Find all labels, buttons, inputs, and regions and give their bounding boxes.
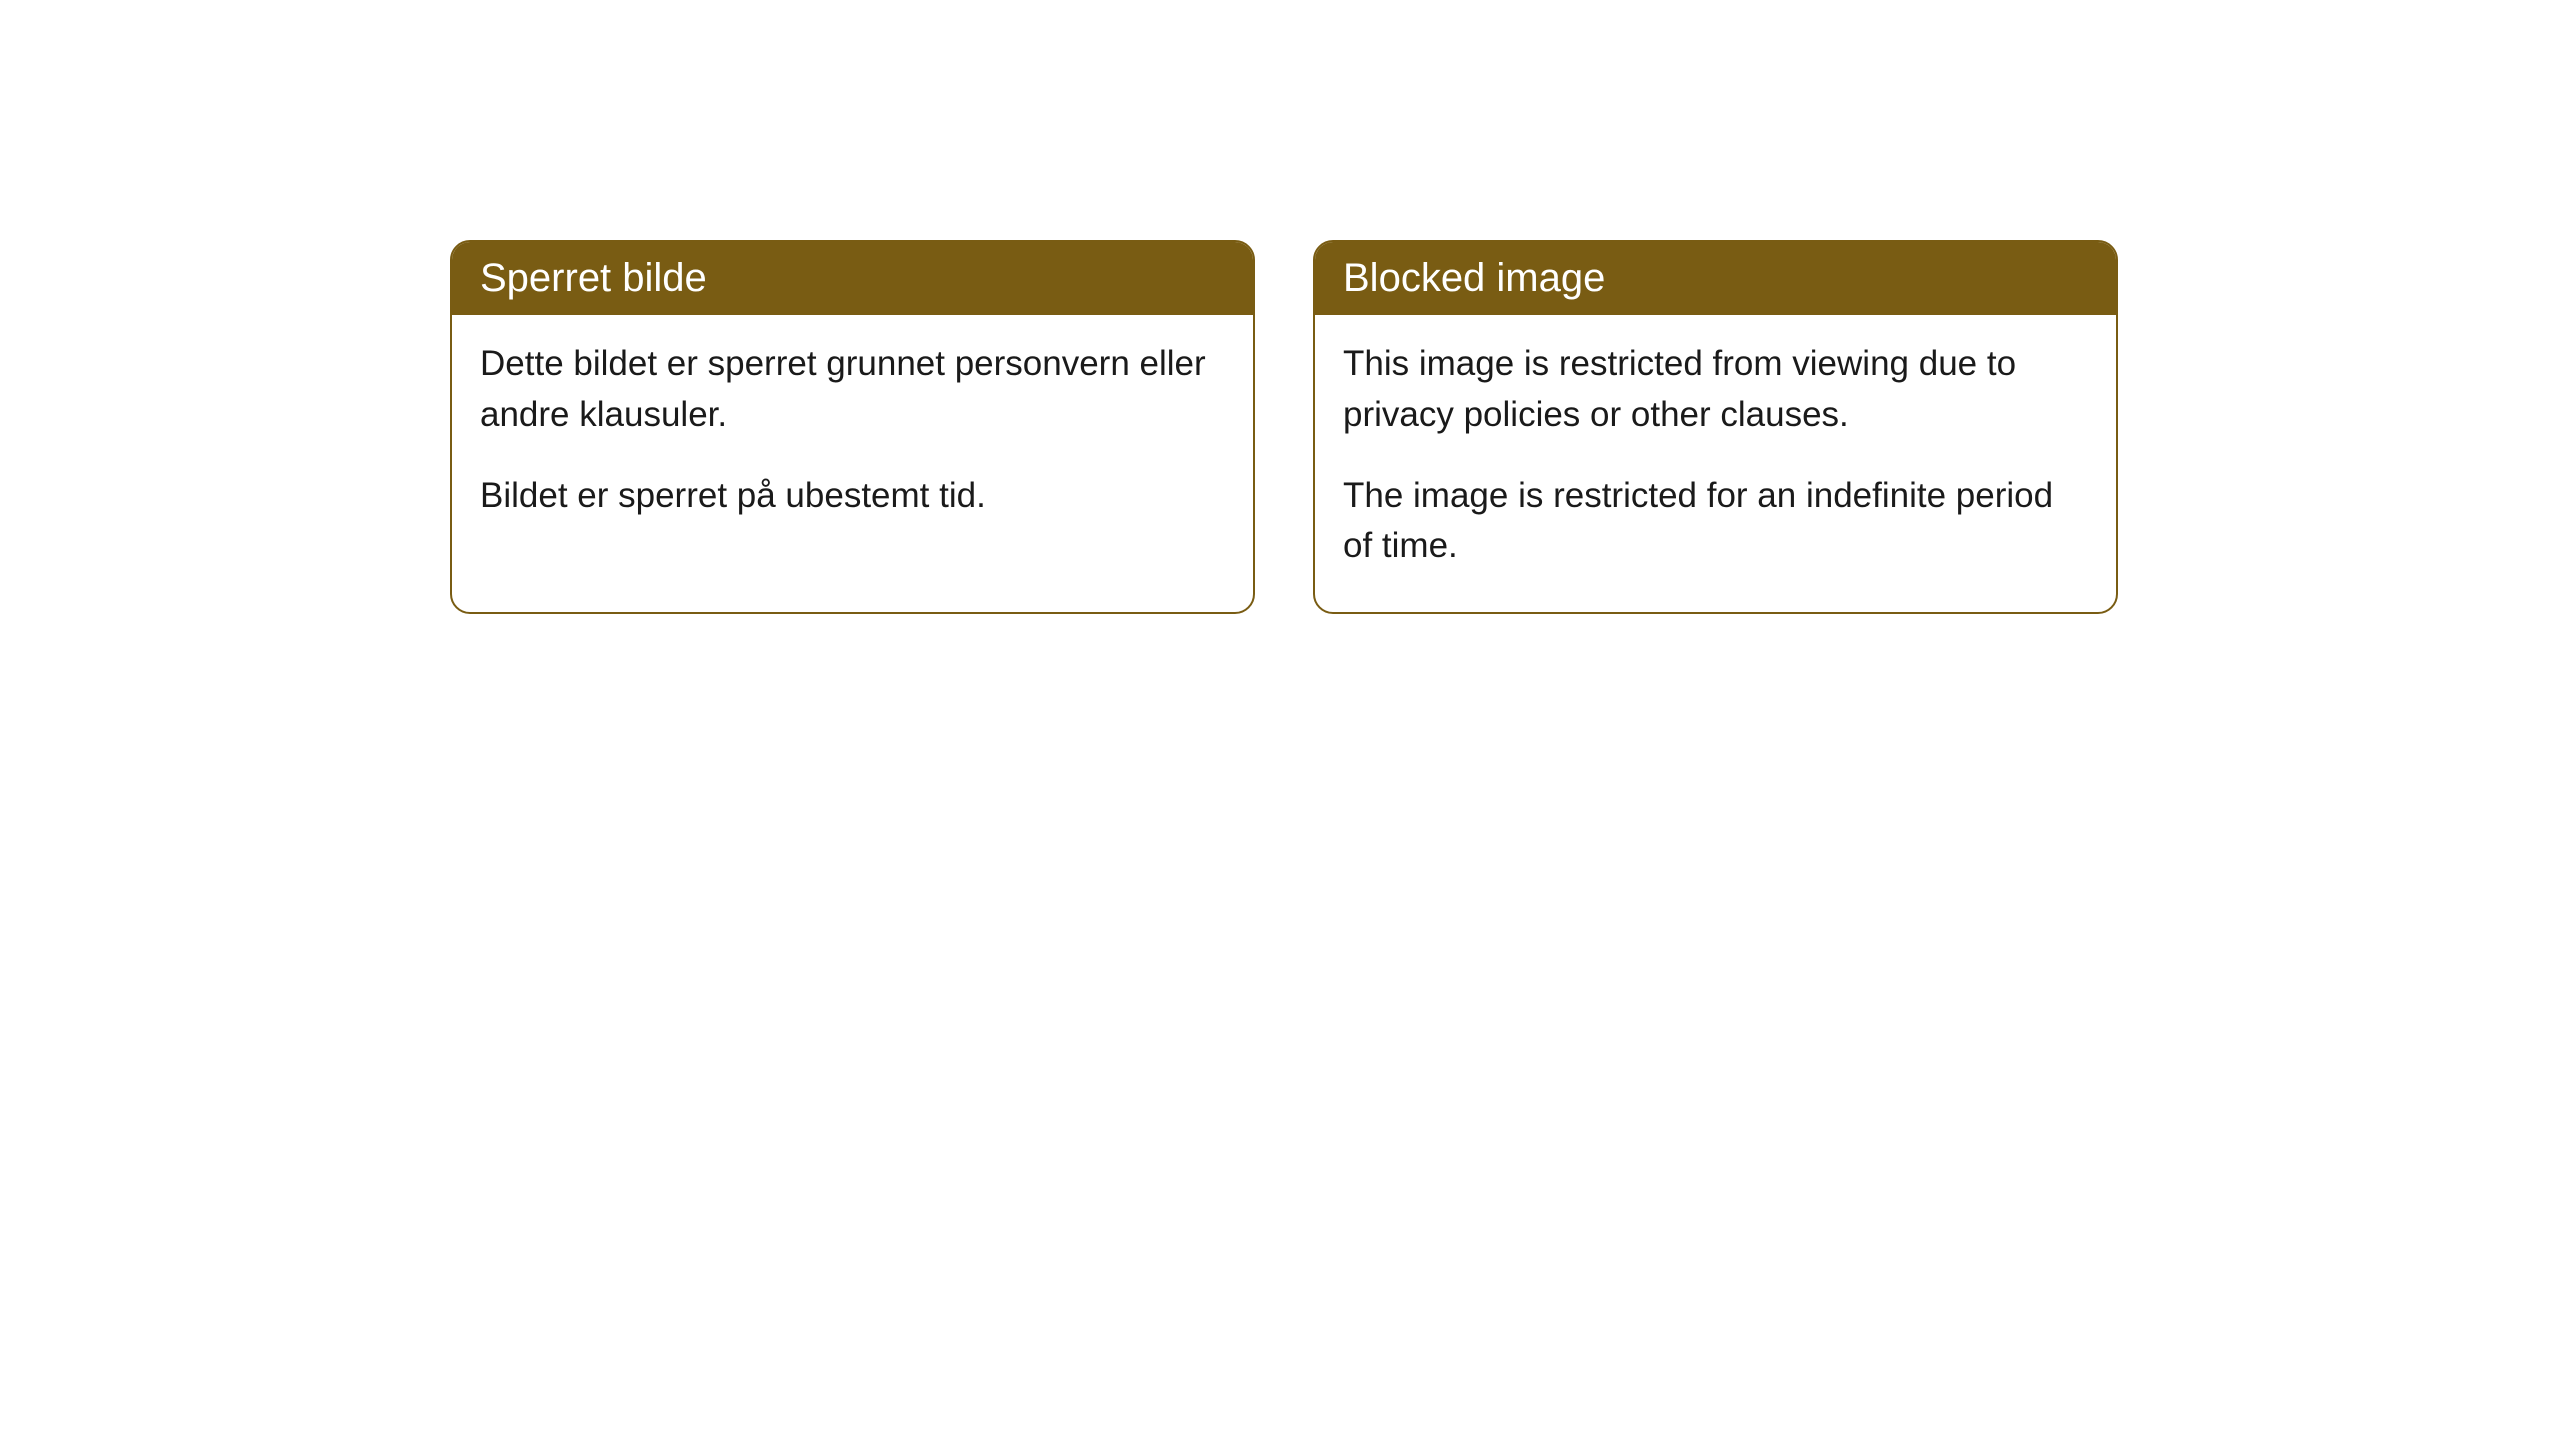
cards-container: Sperret bilde Dette bildet er sperret gr… bbox=[450, 240, 2560, 614]
card-title: Blocked image bbox=[1343, 256, 1605, 300]
card-body: Dette bildet er sperret grunnet personve… bbox=[452, 315, 1253, 561]
card-body: This image is restricted from viewing du… bbox=[1315, 315, 2116, 612]
card-paragraph: This image is restricted from viewing du… bbox=[1343, 339, 2088, 441]
card-title: Sperret bilde bbox=[480, 256, 707, 300]
blocked-image-card-norwegian: Sperret bilde Dette bildet er sperret gr… bbox=[450, 240, 1255, 614]
card-paragraph: Dette bildet er sperret grunnet personve… bbox=[480, 339, 1225, 441]
card-header: Blocked image bbox=[1315, 242, 2116, 315]
card-paragraph: Bildet er sperret på ubestemt tid. bbox=[480, 471, 1225, 522]
card-paragraph: The image is restricted for an indefinit… bbox=[1343, 471, 2088, 573]
card-header: Sperret bilde bbox=[452, 242, 1253, 315]
blocked-image-card-english: Blocked image This image is restricted f… bbox=[1313, 240, 2118, 614]
